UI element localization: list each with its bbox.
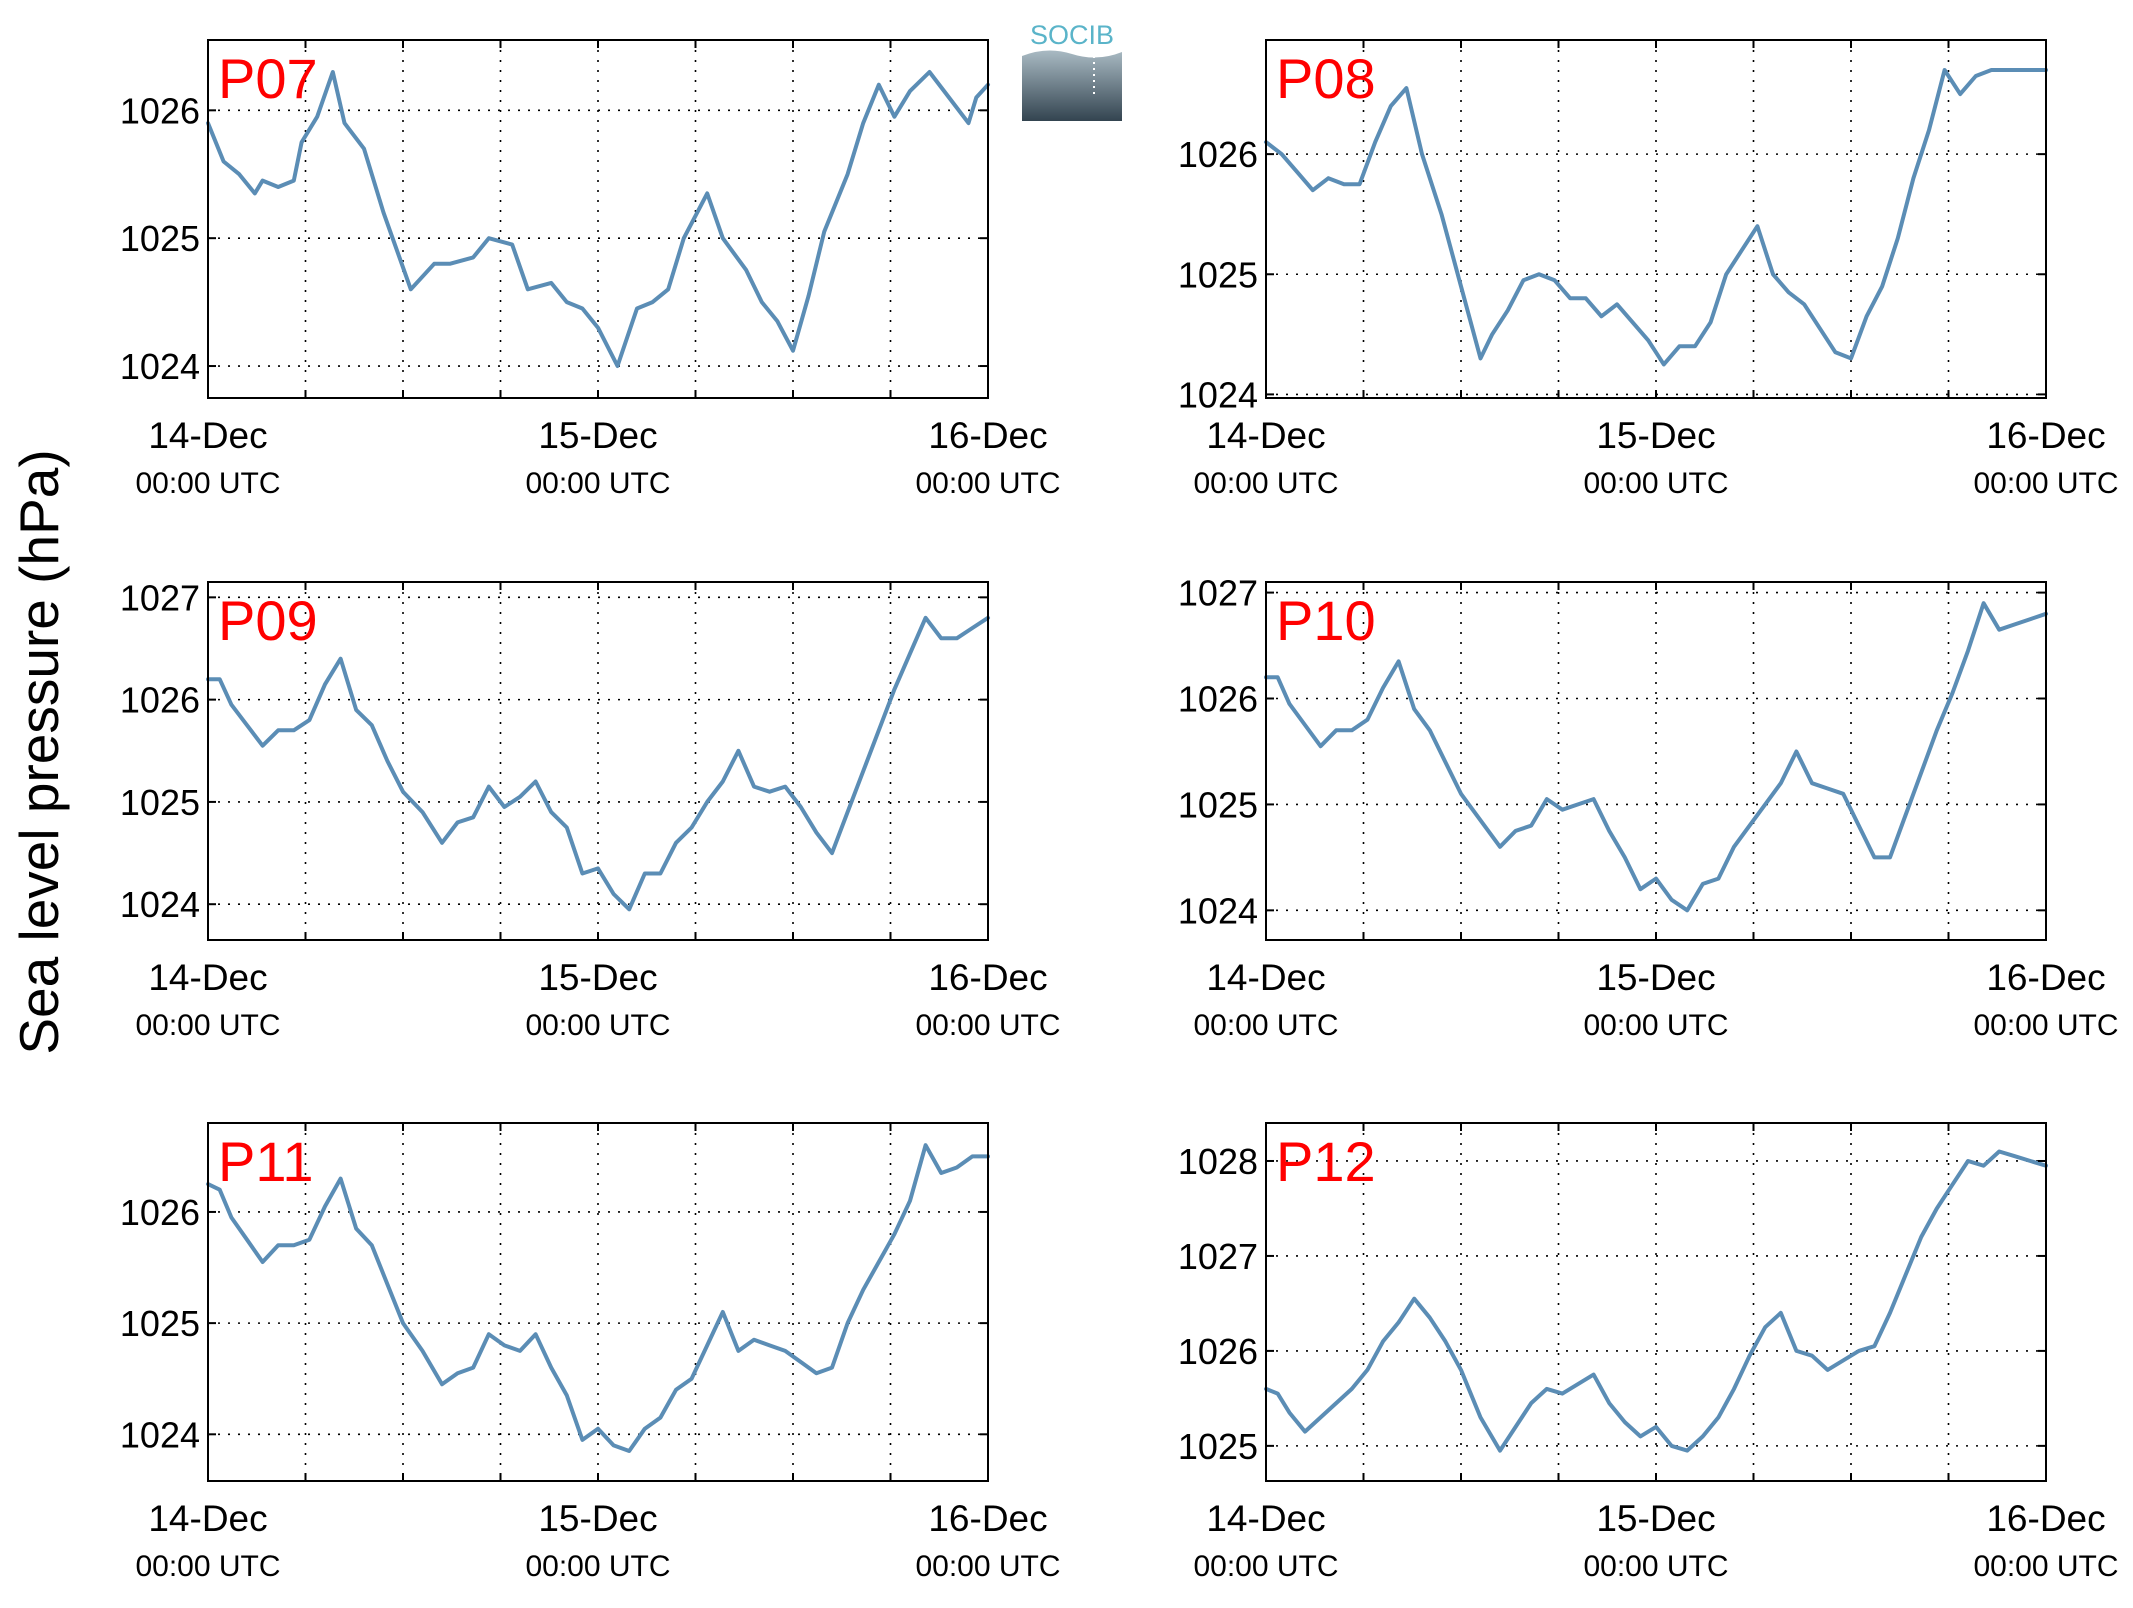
x-tick-label-date: 16-Dec: [928, 1498, 1047, 1539]
y-tick-label: 1025: [120, 1303, 200, 1344]
x-tick-label-date: 16-Dec: [1986, 1498, 2105, 1539]
x-tick-label-time: 00:00 UTC: [1583, 1009, 1728, 1042]
x-tick-label-date: 15-Dec: [538, 1498, 657, 1539]
axes-frame: [1265, 581, 2047, 941]
pressure-line: [1264, 68, 2048, 367]
y-tick-label: 1026: [1178, 1331, 1258, 1372]
x-tick-label-date: 14-Dec: [148, 415, 267, 456]
y-tick-label: 1025: [120, 218, 200, 259]
panel-p07: 1024 1025 1026 14-Dec 00:00 UTC 15-Dec 00:00 U…: [120, 39, 1061, 500]
x-tick-label-date: 14-Dec: [148, 957, 267, 998]
x-tick-label-date: 14-Dec: [148, 1498, 267, 1539]
y-axis-label: Sea level pressure (hPa): [8, 449, 70, 1054]
x-tick-label-time: 00:00 UTC: [135, 1550, 280, 1583]
x-tick-label-time: 00:00 UTC: [915, 1009, 1060, 1042]
x-tick-label-date: 16-Dec: [1986, 415, 2105, 456]
panel-p09: 1024 1025 1026 1027 14-Dec 00:00 UTC 15-Dec 00:…: [120, 577, 1061, 1042]
x-tick-label-date: 15-Dec: [538, 415, 657, 456]
logo-text: SOCIB: [1030, 20, 1114, 50]
panel-label: P08: [1276, 47, 1376, 110]
x-tick-label-time: 00:00 UTC: [525, 467, 670, 500]
pressure-line: [206, 615, 990, 912]
x-tick-label-time: 00:00 UTC: [1583, 1550, 1728, 1583]
y-tick-label: 1024: [1178, 890, 1258, 931]
y-tick-label: 1026: [120, 1192, 200, 1233]
y-tick-label: 1024: [1178, 374, 1258, 415]
x-tick-label-time: 00:00 UTC: [1193, 467, 1338, 500]
y-tick-label: 1025: [120, 782, 200, 823]
x-tick-label-time: 00:00 UTC: [1583, 467, 1728, 500]
y-tick-label: 1025: [1178, 1426, 1258, 1467]
y-tick-label: 1026: [1178, 134, 1258, 175]
panel-p11: 1024 1025 1026 14-Dec 00:00 UTC 15-Dec 00:00 U…: [120, 1122, 1061, 1583]
panels: 1024 1025 1026 14-Dec 00:00 UTC 15-Dec 00:00 U…: [120, 39, 2119, 1583]
panel-label: P09: [218, 589, 318, 652]
y-tick-label: 1025: [1178, 254, 1258, 295]
y-tick-label: 1026: [120, 680, 200, 721]
y-tick-label: 1028: [1178, 1141, 1258, 1182]
x-tick-label-date: 16-Dec: [928, 415, 1047, 456]
x-tick-label-date: 15-Dec: [1596, 1498, 1715, 1539]
x-tick-label-time: 00:00 UTC: [915, 467, 1060, 500]
y-tick-label: 1024: [120, 884, 200, 925]
panel-label: P07: [218, 47, 318, 110]
y-tick-label: 1024: [120, 346, 200, 387]
x-tick-label-date: 15-Dec: [1596, 415, 1715, 456]
x-tick-label-date: 15-Dec: [538, 957, 657, 998]
pressure-line: [206, 1143, 990, 1453]
x-tick-label-time: 00:00 UTC: [135, 467, 280, 500]
y-tick-label: 1027: [120, 577, 200, 618]
socib-logo: SOCIB: [1022, 20, 1122, 121]
panel-label: P12: [1276, 1130, 1376, 1193]
panel-label: P11: [218, 1130, 313, 1193]
x-tick-label-time: 00:00 UTC: [915, 1550, 1060, 1583]
x-tick-label-date: 14-Dec: [1206, 415, 1325, 456]
y-tick-label: 1025: [1178, 784, 1258, 825]
pressure-line: [1264, 601, 2048, 913]
panel-p10: 1024 1025 1026 1027 14-Dec 00:00 UTC 15-Dec 00:…: [1178, 573, 2119, 1042]
x-tick-label-date: 16-Dec: [928, 957, 1047, 998]
panel-label: P10: [1276, 589, 1376, 652]
x-tick-label-time: 00:00 UTC: [525, 1550, 670, 1583]
pressure-line: [1264, 1149, 2048, 1453]
y-tick-label: 1026: [120, 90, 200, 131]
x-tick-label-date: 14-Dec: [1206, 957, 1325, 998]
x-tick-label-date: 16-Dec: [1986, 957, 2105, 998]
x-tick-label-time: 00:00 UTC: [135, 1009, 280, 1042]
x-tick-label-time: 00:00 UTC: [1973, 1550, 2118, 1583]
axes-frame: [1265, 39, 2047, 399]
x-tick-label-time: 00:00 UTC: [525, 1009, 670, 1042]
y-tick-label: 1027: [1178, 1236, 1258, 1277]
y-tick-label: 1027: [1178, 573, 1258, 614]
y-tick-label: 1024: [120, 1414, 200, 1455]
x-tick-label-time: 00:00 UTC: [1973, 1009, 2118, 1042]
panel-p08: 1024 1025 1026 14-Dec 00:00 UTC 15-Dec 00:00 U…: [1178, 39, 2119, 500]
x-tick-label-date: 14-Dec: [1206, 1498, 1325, 1539]
x-tick-label-date: 15-Dec: [1596, 957, 1715, 998]
x-tick-label-time: 00:00 UTC: [1193, 1550, 1338, 1583]
panel-p12: 1025 1026 1027 1028 14-Dec 00:00 UTC 15-Dec 00:…: [1178, 1122, 2119, 1583]
pressure-line: [206, 70, 990, 368]
x-tick-label-time: 00:00 UTC: [1193, 1009, 1338, 1042]
x-tick-label-time: 00:00 UTC: [1973, 467, 2118, 500]
axes-frame: [207, 581, 989, 941]
y-tick-label: 1026: [1178, 679, 1258, 720]
